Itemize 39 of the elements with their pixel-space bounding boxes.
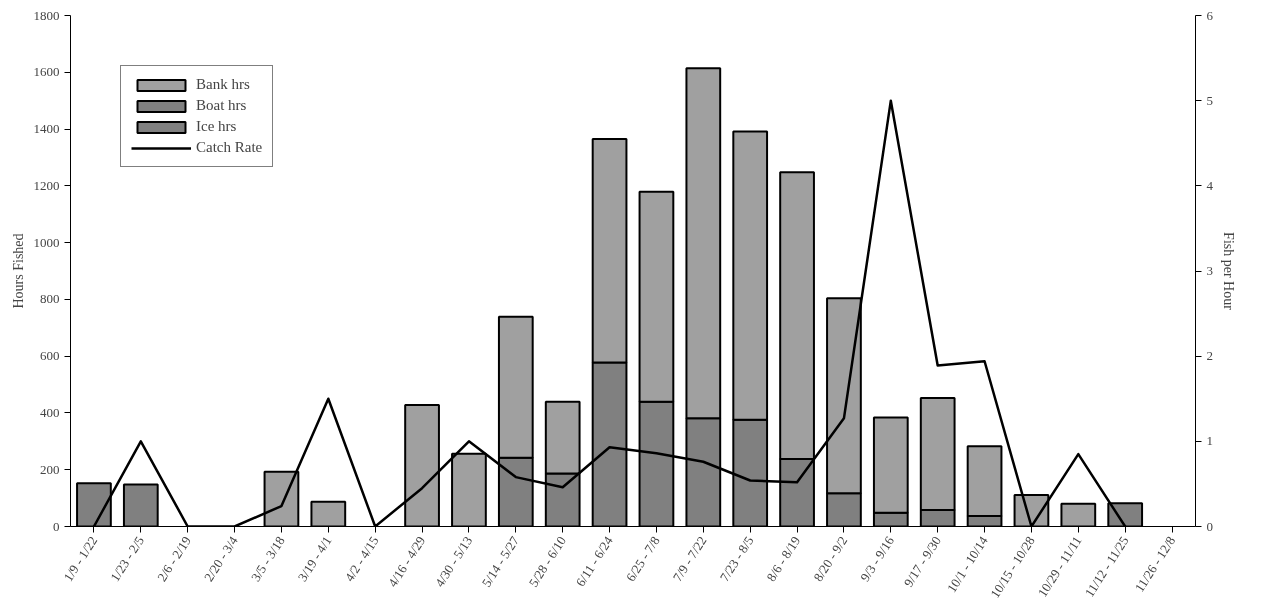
x-tick-label: 4/16 - 4/29 (384, 533, 429, 590)
y-tick-label: 1400 (33, 121, 60, 137)
y-tick-label: 1000 (33, 234, 60, 250)
y2-tick-label: 1 (1206, 433, 1213, 449)
y-tick-label: 1600 (33, 64, 60, 80)
y2-tick-label: 3 (1206, 263, 1213, 278)
y2-tick-label: 4 (1206, 177, 1214, 193)
x-tick-label: 7/23 - 8/5 (716, 533, 757, 585)
y-tick-label: 400 (40, 404, 60, 420)
x-tick-label: 6/25 - 7/8 (622, 533, 663, 585)
x-tick-label: 8/20 - 9/2 (810, 533, 851, 585)
legend-label: Boat hrs (196, 97, 247, 114)
y-axis-title: Hours Fished (10, 233, 26, 309)
x-tick-label: 1/9 - 1/22 (60, 533, 101, 585)
y-tick-label: 600 (40, 348, 60, 364)
y-tick-label: 800 (40, 291, 60, 307)
x-tick-label: 4/2 - 4/15 (341, 533, 382, 585)
y2-tick-label: 5 (1206, 92, 1213, 108)
y2-tick-label: 0 (1206, 518, 1213, 534)
x-tick-label: 2/20 - 3/4 (200, 533, 242, 585)
x-tick-label: 3/19 - 4/1 (294, 533, 335, 585)
x-tick-label: 3/5 - 3/18 (247, 533, 288, 585)
y2-tick-label: 6 (1206, 7, 1214, 23)
y-tick-label: 0 (53, 518, 60, 534)
legend-label: Ice hrs (196, 118, 237, 135)
x-tick-label: 6/11 - 6/24 (572, 533, 617, 590)
y-tick-label: 200 (40, 461, 60, 477)
x-tick-label: 2/6 - 2/19 (154, 533, 194, 585)
x-tick-label: 8/6 - 8/19 (763, 533, 804, 585)
x-tick-label: 4/30 - 5/13 (431, 533, 476, 590)
y-tick-label: 1200 (33, 177, 60, 193)
legend-label: Bank hrs (196, 76, 250, 93)
legend-label: Catch Rate (196, 139, 263, 156)
y-tick-label: 1800 (33, 7, 60, 23)
y2-axis-title: Fish per Hour (1221, 232, 1236, 311)
y2-tick-label: 2 (1206, 348, 1213, 364)
x-tick-label: 5/28 - 6/10 (525, 533, 569, 590)
x-tick-label: 7/9 - 7/22 (669, 533, 710, 585)
x-tick-label: 1/23 - 2/5 (107, 533, 148, 585)
